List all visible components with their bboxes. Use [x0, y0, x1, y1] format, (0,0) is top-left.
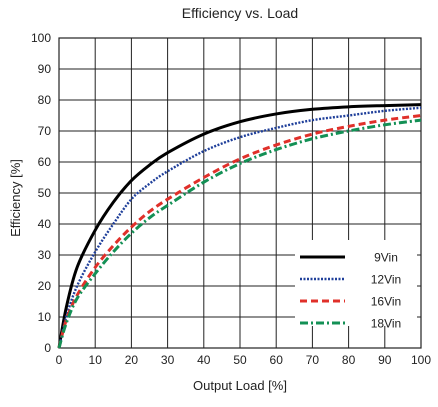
x-tick-label: 30: [161, 353, 175, 367]
y-tick-label: 50: [38, 186, 52, 200]
series-line-12vin: [57, 106, 422, 349]
y-tick-label: 20: [38, 279, 52, 293]
x-tick-label: 90: [378, 353, 392, 367]
y-tick-label: 70: [38, 124, 52, 138]
chart-title: Efficiency vs. Load: [182, 5, 298, 21]
x-tick-label: 40: [197, 353, 211, 367]
legend-label-16vin: 16Vin: [371, 295, 401, 309]
x-tick-label: 100: [411, 353, 431, 367]
legend-label-12vin: 12Vin: [371, 273, 401, 287]
y-axis-title: Efficiency [%]: [8, 159, 23, 237]
x-tick-label: 10: [89, 353, 103, 367]
x-tick-labels: 0 10 20 30 40 50 60 70 80 90 100: [56, 353, 432, 367]
x-tick-label: 60: [270, 353, 284, 367]
legend-label-9vin: 9Vin: [374, 251, 398, 265]
y-tick-label: 100: [31, 31, 51, 45]
series-line-16vin: [57, 114, 422, 349]
x-tick-label: 20: [125, 353, 139, 367]
x-axis-title: Output Load [%]: [193, 378, 287, 393]
y-tick-label: 40: [38, 217, 52, 231]
series-line-9vin: [57, 103, 422, 349]
series-line-18vin: [57, 118, 422, 349]
x-tick-label: 80: [342, 353, 356, 367]
series-group: [57, 103, 422, 349]
y-tick-label: 90: [38, 62, 52, 76]
y-tick-labels: 0 10 20 30 40 50 60 70 80 90 100: [31, 31, 51, 355]
y-tick-label: 10: [38, 310, 52, 324]
y-tick-label: 60: [38, 155, 52, 169]
y-tick-label: 0: [44, 341, 51, 355]
x-tick-label: 70: [306, 353, 320, 367]
plot-frame: [58, 37, 422, 349]
y-tick-label: 80: [38, 93, 52, 107]
x-tick-label: 50: [233, 353, 247, 367]
legend-label-18vin: 18Vin: [371, 317, 401, 331]
legend: 9Vin 12Vin 16Vin 18Vin: [295, 240, 417, 331]
legend-box: [295, 240, 417, 326]
x-tick-label: 0: [56, 353, 63, 367]
y-tick-label: 30: [38, 248, 52, 262]
